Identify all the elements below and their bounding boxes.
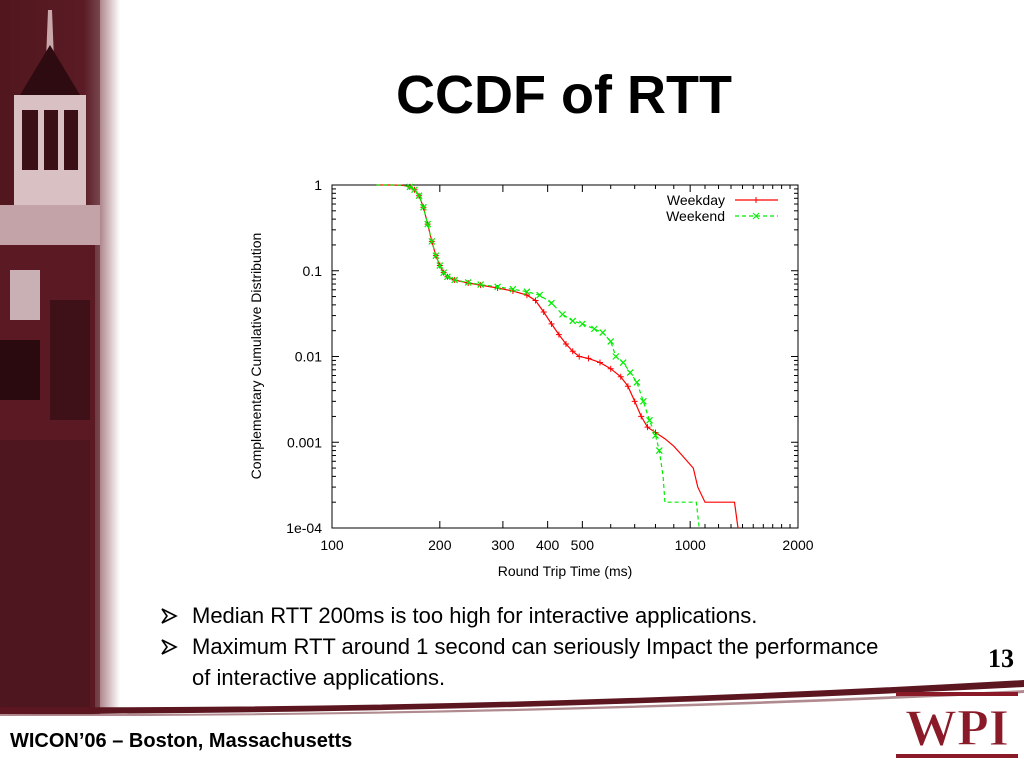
data-point [646, 416, 653, 424]
series-line [376, 184, 700, 529]
y-tick-label: 0.1 [303, 263, 323, 279]
data-point [420, 203, 427, 211]
data-point [652, 432, 659, 439]
data-point [451, 276, 459, 284]
data-point [655, 447, 663, 454]
data-point [638, 413, 645, 420]
data-point [599, 329, 607, 337]
bullet-item: Maximum RTT around 1 second can seriousl… [160, 631, 880, 693]
data-point [652, 429, 659, 436]
bullet-list: Median RTT 200ms is too high for interac… [160, 600, 880, 693]
data-point [509, 285, 517, 293]
y-axis-label: Complementary Cumulative Distribution [248, 233, 264, 480]
data-point [590, 325, 598, 333]
data-point [639, 397, 647, 405]
x-tick-label: 500 [571, 537, 595, 553]
ccdf-chart: 100 200 300 400 500 1000 2000 1 0.1 0.01 0.001 1e-0… [248, 177, 814, 579]
slide-title: CCDF of RTT [396, 65, 732, 125]
data-point [436, 262, 444, 269]
data-point [578, 320, 586, 328]
data-point [559, 310, 566, 318]
y-tick-label: 0.001 [287, 434, 322, 450]
data-point [523, 288, 531, 296]
data-point [607, 365, 614, 372]
spire-icon [46, 10, 54, 60]
legend-marker [752, 212, 760, 220]
footer-text: WICON’06 – Boston, Massachusetts [10, 730, 353, 752]
x-tick-label: 2000 [782, 537, 813, 553]
data-point [415, 192, 423, 200]
x-tick-label: 200 [428, 537, 452, 553]
legend-label: Weekend [666, 208, 725, 224]
data-point [576, 353, 583, 360]
data-point [477, 281, 485, 288]
x-axis-label: Round Trip Time (ms) [498, 563, 633, 579]
arrow-bullet-icon [160, 600, 184, 624]
arrow-bullet-icon [160, 631, 184, 655]
plot-frame [331, 184, 799, 529]
footer-divider [0, 680, 1024, 716]
data-point [607, 337, 615, 345]
data-point [548, 299, 555, 307]
x-tick-label: 300 [491, 537, 515, 553]
sidebar-photo [0, 0, 120, 715]
data-point [585, 355, 592, 362]
data-point [596, 359, 603, 366]
y-tick-label: 1e-04 [286, 520, 322, 536]
data-point [494, 284, 501, 291]
bullet-text: Maximum RTT around 1 second can seriousl… [192, 634, 879, 690]
data-point [624, 383, 631, 390]
data-point [619, 359, 627, 366]
data-point [494, 283, 502, 291]
data-point [464, 279, 472, 286]
axis-ticks: 100 200 300 400 500 1000 2000 1 0.1 0.01 0.001 1e-0… [286, 177, 814, 553]
legend-label: Weekday [667, 192, 725, 208]
series-line [376, 184, 739, 529]
y-tick-label: 0.01 [295, 349, 322, 365]
data-point [555, 331, 562, 338]
data-point [523, 292, 530, 299]
data-point [532, 297, 539, 304]
data-point [536, 291, 544, 299]
series-layer [376, 183, 739, 529]
data-point [617, 373, 624, 380]
series-weekend [376, 183, 700, 529]
data-point [562, 340, 569, 347]
legend-marker [753, 197, 759, 203]
page-number: 13 [988, 644, 1014, 673]
data-point [612, 353, 620, 360]
bullet-text: Median RTT 200ms is too high for interac… [192, 603, 758, 628]
data-point [569, 348, 576, 355]
bullet-item: Median RTT 200ms is too high for interac… [160, 600, 880, 631]
data-point [626, 369, 634, 376]
data-point [406, 183, 414, 191]
data-point [428, 237, 436, 245]
data-point [644, 424, 651, 431]
wpi-logo: WPI [896, 692, 1018, 758]
data-point [631, 398, 638, 405]
data-point [432, 252, 440, 260]
data-point [633, 378, 641, 386]
data-point [548, 320, 555, 327]
data-point [411, 186, 418, 194]
wpi-logo-text: WPI [905, 700, 1009, 757]
y-tick-label: 1 [314, 177, 322, 193]
data-point [540, 309, 547, 316]
data-point [569, 317, 577, 325]
data-point [443, 273, 451, 281]
data-point [424, 220, 432, 228]
x-tick-label: 400 [536, 537, 560, 553]
series-weekday [376, 183, 739, 529]
x-tick-label: 100 [320, 537, 344, 553]
x-tick-label: 1000 [675, 537, 706, 553]
